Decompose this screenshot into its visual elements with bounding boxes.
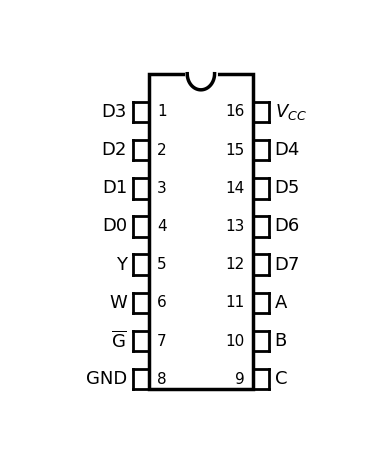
- Text: D3: D3: [102, 103, 127, 121]
- Text: 12: 12: [226, 257, 245, 272]
- Text: D4: D4: [275, 141, 300, 159]
- Text: 9: 9: [235, 372, 245, 387]
- Text: D1: D1: [102, 179, 127, 197]
- Text: D6: D6: [275, 218, 300, 235]
- Text: 8: 8: [157, 372, 167, 387]
- Text: 1: 1: [157, 104, 167, 120]
- Text: D7: D7: [275, 256, 300, 274]
- Text: $\overline{\mathrm{G}}$: $\overline{\mathrm{G}}$: [111, 331, 127, 352]
- Text: A: A: [275, 294, 287, 312]
- Text: 4: 4: [157, 219, 167, 234]
- Text: 16: 16: [225, 104, 245, 120]
- Text: 10: 10: [226, 333, 245, 349]
- Text: 7: 7: [157, 333, 167, 349]
- Text: W: W: [109, 294, 127, 312]
- Text: 14: 14: [226, 181, 245, 196]
- Text: 13: 13: [225, 219, 245, 234]
- Text: 15: 15: [226, 143, 245, 158]
- Text: B: B: [275, 332, 287, 350]
- Text: $V_{CC}$: $V_{CC}$: [275, 102, 307, 122]
- Bar: [149, 74, 252, 389]
- Text: 11: 11: [226, 295, 245, 310]
- Text: GND: GND: [86, 370, 127, 388]
- Text: 6: 6: [157, 295, 167, 310]
- Text: 3: 3: [157, 181, 167, 196]
- Text: D2: D2: [102, 141, 127, 159]
- Text: 2: 2: [157, 143, 167, 158]
- Text: D0: D0: [102, 218, 127, 235]
- Text: D5: D5: [275, 179, 300, 197]
- Text: 5: 5: [157, 257, 167, 272]
- Polygon shape: [187, 66, 214, 90]
- Text: Y: Y: [116, 256, 127, 274]
- Text: C: C: [275, 370, 287, 388]
